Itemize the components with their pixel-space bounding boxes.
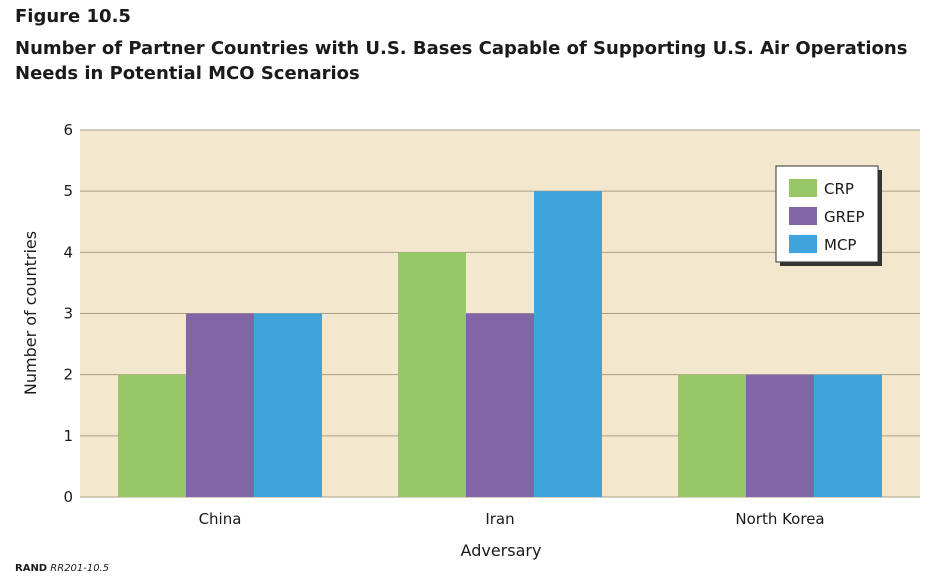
x-tick-label: North Korea — [735, 510, 824, 528]
bar-china-mcp — [254, 313, 322, 497]
bars — [118, 191, 882, 497]
y-tick-labels: 0 1 2 3 4 5 6 — [63, 121, 73, 506]
y-tick-label: 3 — [63, 305, 73, 323]
legend-label-grep: GREP — [824, 208, 865, 226]
chart-title: Number of Partner Countries with U.S. Ba… — [15, 38, 908, 84]
source-note: RAND RR201-10.5 — [15, 563, 109, 574]
figure-label: Figure 10.5 — [15, 6, 131, 27]
x-tick-label: China — [199, 510, 242, 528]
bar-china-crp — [118, 374, 186, 497]
bar-north-korea-mcp — [814, 374, 882, 497]
y-tick-label: 6 — [63, 121, 73, 139]
y-tick-label: 5 — [63, 182, 73, 200]
legend: CRP GREP MCP — [775, 165, 882, 266]
bar-iran-grep — [466, 313, 534, 497]
bar-north-korea-crp — [678, 374, 746, 497]
source-id: RR201-10.5 — [50, 563, 110, 574]
bar-iran-mcp — [534, 191, 602, 497]
x-tick-labels: China Iran North Korea — [199, 510, 825, 528]
x-axis-label: Adversary — [461, 541, 542, 560]
legend-swatch-grep — [789, 207, 817, 225]
y-axis-label: Number of countries — [21, 231, 40, 395]
bar-china-grep — [186, 313, 254, 497]
legend-label-crp: CRP — [824, 180, 854, 198]
y-tick-label: 1 — [63, 427, 73, 445]
x-tick-label: Iran — [485, 510, 514, 528]
bar-iran-crp — [398, 252, 466, 497]
legend-swatch-crp — [789, 179, 817, 197]
y-tick-label: 0 — [63, 488, 73, 506]
legend-label-mcp: MCP — [824, 236, 856, 254]
y-tick-label: 4 — [63, 243, 73, 261]
legend-swatch-mcp — [789, 235, 817, 253]
source-org: RAND — [15, 563, 48, 574]
bar-north-korea-grep — [746, 374, 814, 497]
y-tick-label: 2 — [63, 366, 73, 384]
